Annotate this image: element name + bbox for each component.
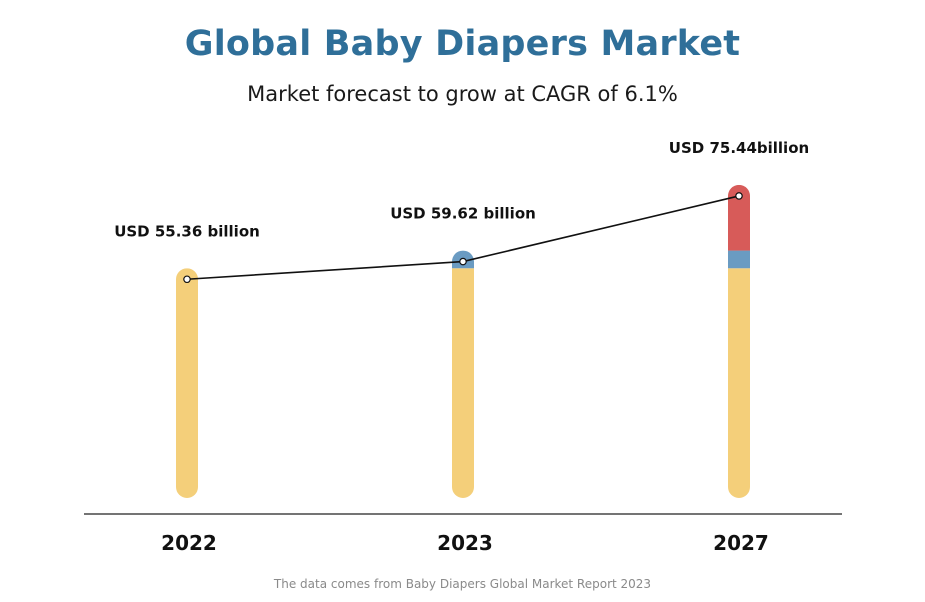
data-label: USD 75.44billion xyxy=(669,139,809,157)
bar-segment-mid xyxy=(728,250,750,269)
chart-subtitle: Market forecast to grow at CAGR of 6.1% xyxy=(247,82,678,106)
bar-2022 xyxy=(176,268,198,498)
x-tick-label: 2022 xyxy=(161,531,217,555)
bar-segment-base xyxy=(728,268,750,498)
data-label: USD 55.36 billion xyxy=(114,222,260,240)
bar-2023 xyxy=(452,250,474,498)
bar-2027 xyxy=(728,184,750,498)
data-label: USD 59.62 billion xyxy=(390,205,536,223)
trend-point xyxy=(459,257,467,266)
bar-segment-base xyxy=(176,268,198,498)
bar-segment-base xyxy=(452,268,474,498)
source-note: The data comes from Baby Diapers Global … xyxy=(273,577,652,591)
trend-point xyxy=(183,275,191,284)
x-tick-label: 2023 xyxy=(437,531,493,555)
chart-title: Global Baby Diapers Market xyxy=(184,24,741,64)
x-tick-label: 2027 xyxy=(713,531,769,555)
trend-point xyxy=(735,192,743,200)
bar-segment-top xyxy=(728,184,750,251)
